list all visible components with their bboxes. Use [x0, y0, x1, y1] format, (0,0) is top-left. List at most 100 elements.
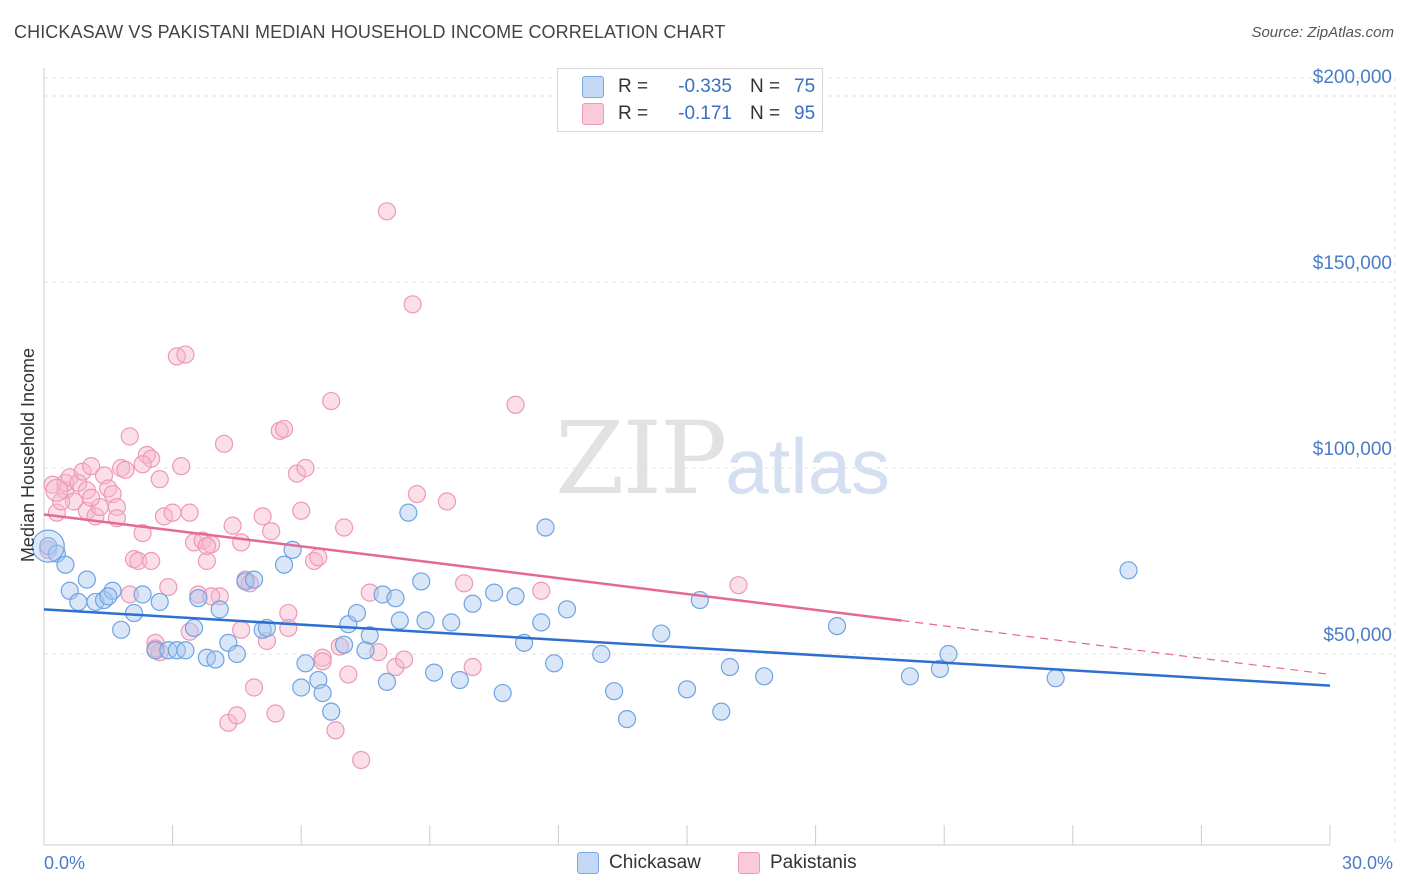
data-point	[227, 644, 246, 664]
data-point	[506, 395, 525, 414]
watermark-atlas: atlas	[725, 422, 891, 510]
data-point	[129, 551, 148, 571]
data-point	[214, 434, 234, 453]
data-point	[184, 618, 204, 638]
watermark-zip: ZIP	[555, 400, 727, 517]
data-point	[437, 492, 457, 511]
data-point	[463, 594, 482, 613]
data-point	[712, 702, 731, 721]
data-point	[720, 657, 739, 677]
data-point	[334, 635, 354, 654]
source-label: Source: ZipAtlas.com	[1251, 24, 1394, 41]
data-point	[827, 616, 847, 636]
data-point	[442, 613, 461, 632]
data-point	[159, 577, 178, 597]
legend: R = -0.335 N = 75 R = -0.171 N = 95	[557, 68, 823, 132]
data-point	[412, 572, 431, 591]
data-point	[485, 583, 504, 602]
data-point	[399, 503, 418, 522]
data-point	[223, 516, 242, 535]
data-point	[334, 518, 354, 537]
data-point-large	[31, 529, 65, 563]
data-point	[244, 678, 264, 697]
data-point	[900, 667, 920, 686]
y-axis-label: Median Household Income	[18, 348, 38, 562]
data-point	[279, 603, 298, 623]
data-point	[197, 537, 216, 556]
data-point	[939, 644, 958, 664]
data-point	[386, 589, 405, 608]
data-point	[232, 533, 251, 552]
data-point	[150, 470, 169, 489]
legend-row-pakistanis: R = -0.171 N = 95	[582, 101, 815, 127]
data-point	[1119, 561, 1138, 580]
data-point	[180, 503, 199, 522]
bottom-legend-pakistanis: Pakistanis	[738, 852, 857, 874]
data-point	[133, 523, 152, 543]
data-point	[292, 678, 311, 697]
data-point	[64, 492, 84, 511]
data-point	[545, 654, 564, 673]
data-point	[69, 592, 88, 612]
data-point	[390, 611, 409, 630]
grid-lines	[44, 77, 1396, 845]
trend-line-pakistanis-extension	[901, 619, 1331, 676]
data-point	[729, 576, 748, 595]
data-point	[1046, 669, 1065, 688]
legend-n-label: N =	[750, 76, 781, 97]
chickasaw-points	[31, 503, 1138, 729]
legend-r-label: R =	[618, 76, 649, 97]
data-point	[82, 457, 101, 476]
data-point	[532, 581, 551, 600]
legend-r-value: -0.335	[678, 76, 732, 97]
data-point	[262, 522, 281, 541]
data-point	[536, 518, 555, 537]
x-tick-labels: 0.0% 30.0%	[44, 853, 1393, 873]
data-point	[322, 391, 341, 411]
y-tick-label: $100,000	[1313, 439, 1392, 460]
trend-line-pakistanis	[43, 513, 902, 622]
data-point	[77, 570, 96, 589]
data-point	[116, 460, 135, 479]
data-point	[755, 667, 774, 686]
data-point	[454, 574, 474, 593]
data-point	[292, 501, 311, 520]
data-point	[605, 682, 624, 701]
data-point	[377, 672, 397, 692]
data-point	[142, 551, 161, 571]
axes	[43, 68, 1331, 846]
x-tick-label-max: 30.0%	[1342, 853, 1393, 873]
y-tick-label: $150,000	[1313, 253, 1392, 274]
data-point	[146, 641, 165, 660]
data-point	[210, 600, 229, 619]
data-point	[133, 455, 152, 474]
data-point	[296, 458, 315, 478]
data-point	[493, 683, 512, 703]
data-point-large	[45, 478, 69, 502]
data-point	[274, 419, 294, 439]
data-point	[930, 659, 950, 678]
data-point	[313, 683, 332, 703]
data-point	[227, 706, 246, 725]
bottom-legend-label-pakistanis: Pakistanis	[770, 852, 857, 873]
data-point	[360, 626, 379, 645]
data-point	[172, 457, 191, 476]
legend-n-value: 75	[794, 76, 816, 97]
data-point	[416, 611, 435, 630]
data-point	[463, 657, 482, 677]
chart-title: CHICKASAW VS PAKISTANI MEDIAN HOUSEHOLD …	[14, 22, 726, 42]
data-point	[176, 641, 195, 660]
data-point	[677, 680, 697, 699]
data-point	[150, 592, 169, 612]
data-point	[424, 663, 444, 682]
legend-r-label: R =	[618, 103, 649, 124]
data-point	[232, 620, 251, 639]
data-point	[82, 488, 101, 507]
data-point	[279, 618, 298, 638]
data-point	[407, 484, 427, 504]
data-point	[339, 665, 358, 684]
data-point	[356, 641, 375, 660]
legend-row-chickasaw: R = -0.335 N = 75	[582, 74, 815, 100]
data-point	[296, 654, 315, 673]
